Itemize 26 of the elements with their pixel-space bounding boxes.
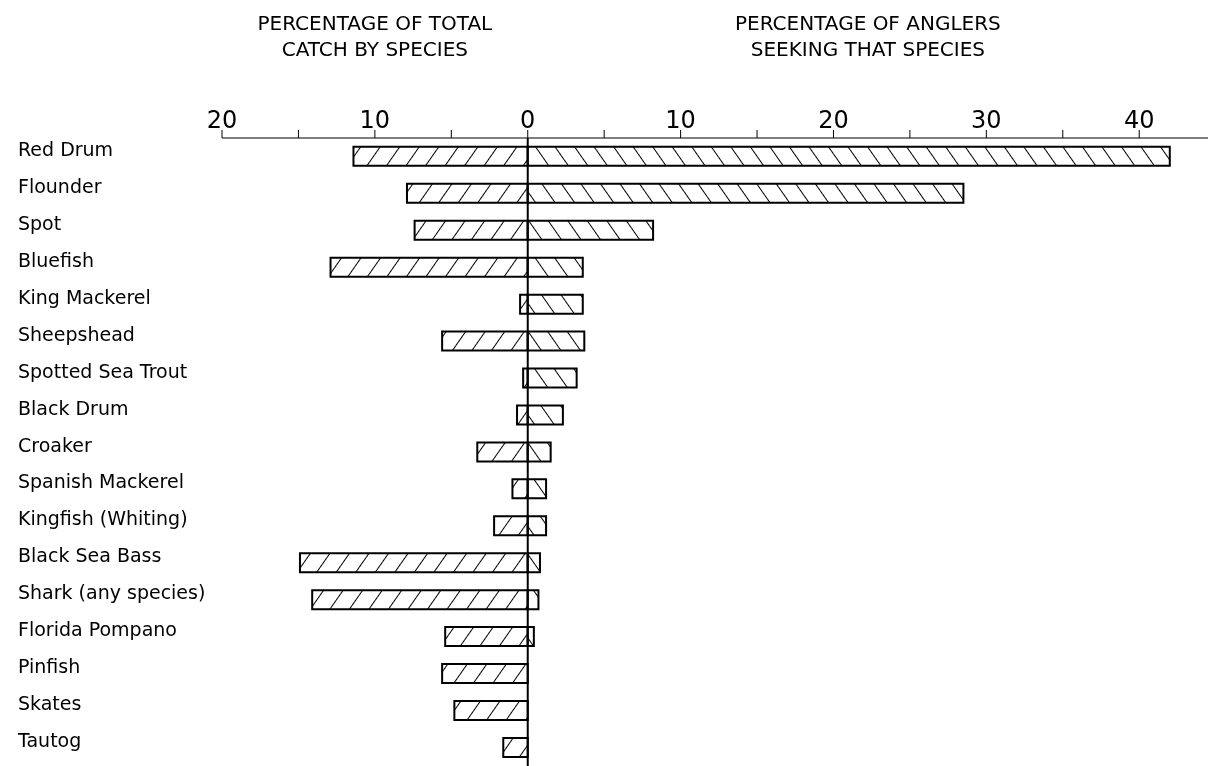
y-tick-label: Bluefish — [18, 248, 94, 271]
text: PERCENTAGE OF TOTAL CATCH BY SPECIES — [257, 11, 494, 61]
y-tick-label: Shark (any species) — [18, 581, 206, 604]
y-tick-label: Red Drum — [18, 137, 114, 160]
y-tick-label: Flounder — [18, 174, 102, 197]
y-tick-label: Spot — [18, 211, 62, 234]
y-tick-label: Black Sea Bass — [18, 544, 162, 567]
y-tick-label: Tautog — [17, 729, 82, 752]
x-tick-label: 10 — [665, 106, 696, 134]
y-tick-label: Black Drum — [18, 396, 129, 419]
x-tick-label: 40 — [1123, 106, 1155, 134]
x-tick-label: 20 — [206, 106, 238, 134]
y-tick-label: King Mackerel — [18, 285, 151, 308]
x-tick-label: 20 — [818, 106, 849, 134]
y-tick-label: Florida Pompano — [18, 618, 177, 641]
x-tick-label: 30 — [971, 106, 1002, 134]
y-tick-label: Sheepshead — [18, 322, 135, 345]
text: PERCENTAGE OF ANGLERS SEEKING THAT SPECIES — [734, 11, 1001, 61]
y-tick-label: Croaker — [18, 433, 92, 456]
y-tick-label: Pinfish — [18, 655, 81, 678]
y-tick-label: Spanish Mackerel — [18, 470, 184, 493]
x-tick-label: 10 — [359, 106, 391, 134]
x-tick-label: 0 — [520, 106, 536, 134]
y-tick-label: Kingfish (Whiting) — [18, 507, 188, 530]
y-tick-label: Skates — [18, 692, 82, 715]
y-tick-label: Spotted Sea Trout — [18, 359, 188, 382]
